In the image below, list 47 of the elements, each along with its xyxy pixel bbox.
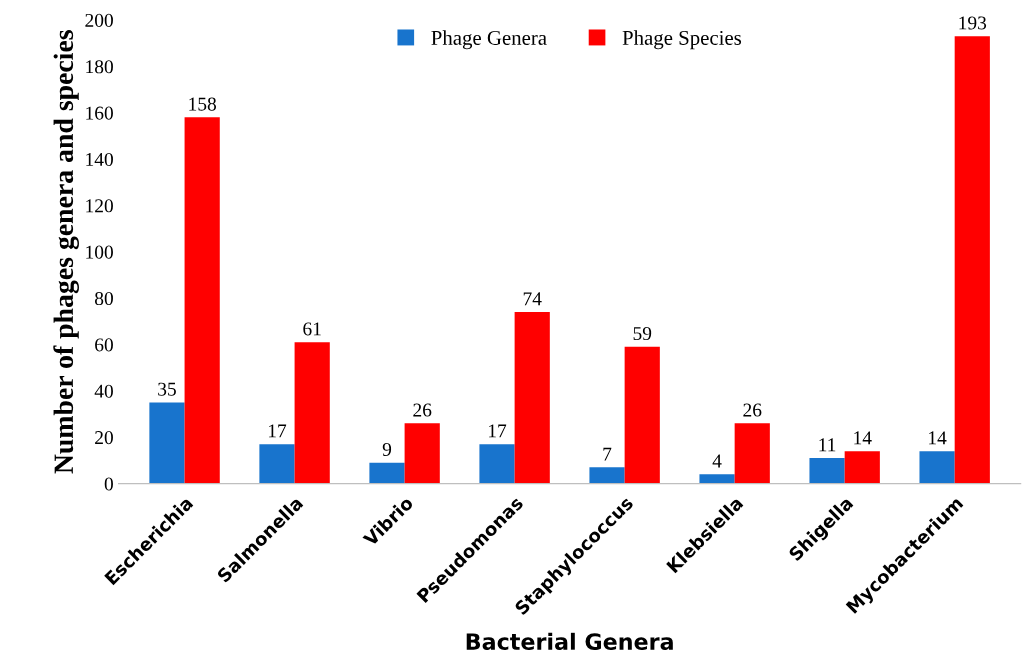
bar	[699, 474, 735, 484]
data-label: 4	[712, 454, 722, 468]
data-label: 11	[819, 438, 836, 452]
y-tick-label: 40	[94, 384, 113, 398]
bar	[734, 423, 770, 484]
data-label: 14	[854, 431, 872, 445]
bar	[149, 402, 185, 484]
y-tick-label: 140	[86, 152, 113, 167]
y-tick-label: 120	[86, 199, 113, 213]
data-label: 193	[959, 16, 987, 30]
bar	[589, 467, 625, 484]
y-tick-label: 180	[86, 60, 113, 74]
legend-label: Phage Species	[622, 30, 742, 50]
y-tick-label: 80	[95, 291, 113, 306]
bar	[954, 36, 990, 484]
bar	[184, 117, 220, 484]
bar	[294, 342, 330, 484]
data-label: 61	[303, 322, 321, 336]
data-label: 17	[489, 424, 507, 438]
bar	[369, 462, 405, 484]
y-tick-label: 20	[95, 431, 113, 445]
x-axis-title: Bacterial Genera	[466, 632, 673, 651]
bar	[259, 444, 295, 484]
y-tick-label: 160	[86, 106, 113, 120]
bar	[624, 346, 660, 484]
data-label: 7	[603, 447, 612, 461]
y-tick-label: 200	[85, 13, 113, 27]
data-label: 74	[523, 292, 542, 306]
data-label: 17	[268, 424, 287, 438]
data-label: 59	[633, 327, 652, 341]
bar	[919, 451, 955, 484]
data-label: 35	[158, 382, 176, 396]
data-label: 26	[413, 403, 432, 417]
legend-label: Phage Genera	[431, 30, 547, 50]
y-tick-label: 60	[95, 338, 113, 352]
data-label: 26	[743, 403, 762, 417]
bar	[809, 458, 845, 484]
y-axis-title: Number of phages genera and species	[53, 30, 79, 474]
data-label: 9	[382, 442, 392, 456]
bar	[479, 444, 515, 484]
bar	[404, 423, 440, 484]
data-label: 14	[929, 431, 947, 445]
y-tick-label: 100	[86, 245, 113, 259]
bar	[844, 451, 880, 484]
data-label: 158	[189, 97, 217, 111]
y-tick-label: 0	[104, 477, 113, 491]
bar	[514, 312, 550, 484]
